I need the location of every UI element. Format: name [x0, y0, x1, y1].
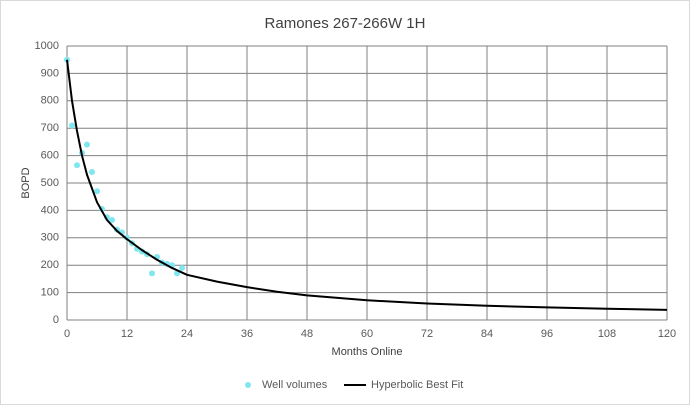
x-tick-label: 108: [598, 328, 616, 340]
x-tick-label: 36: [241, 328, 253, 340]
y-tick-label: 200: [41, 259, 59, 271]
y-tick-label: 900: [41, 67, 59, 79]
x-tick-label: 120: [658, 328, 676, 340]
scatter-point: [179, 264, 185, 271]
scatter-point: [89, 169, 95, 176]
y-tick-label: 0: [53, 314, 59, 326]
scatter-point: [109, 216, 115, 223]
y-tick-label: 700: [41, 122, 59, 134]
y-axis-title: BOPD: [20, 167, 32, 198]
scatter-point: [84, 141, 90, 148]
legend-marker: [245, 382, 251, 388]
x-tick-label: 24: [181, 328, 193, 340]
legend-label: Well volumes: [262, 379, 328, 391]
chart-title: Ramones 267-266W 1H: [265, 15, 426, 32]
x-tick-label: 0: [64, 328, 70, 340]
x-axis-title: Months Online: [332, 346, 403, 358]
x-tick-label: 60: [361, 328, 373, 340]
fit-line: [66, 59, 668, 311]
x-tick-label: 84: [481, 328, 493, 340]
scatter-point: [94, 188, 100, 195]
y-tick-label: 600: [41, 150, 59, 162]
scatter-point: [74, 162, 80, 169]
scatter-point: [149, 270, 155, 277]
x-tick-label: 96: [541, 328, 553, 340]
y-tick-label: 500: [41, 177, 59, 189]
legend-label: Hyperbolic Best Fit: [371, 379, 463, 391]
x-tick-label: 48: [301, 328, 313, 340]
x-tick-label: 72: [421, 328, 433, 340]
y-tick-label: 400: [41, 204, 59, 216]
scatter-point: [69, 122, 75, 129]
y-tick-label: 100: [41, 287, 59, 299]
y-tick-label: 300: [41, 232, 59, 244]
x-tick-label: 12: [121, 328, 133, 340]
y-tick-label: 1000: [35, 40, 59, 52]
y-tick-label: 800: [41, 95, 59, 107]
